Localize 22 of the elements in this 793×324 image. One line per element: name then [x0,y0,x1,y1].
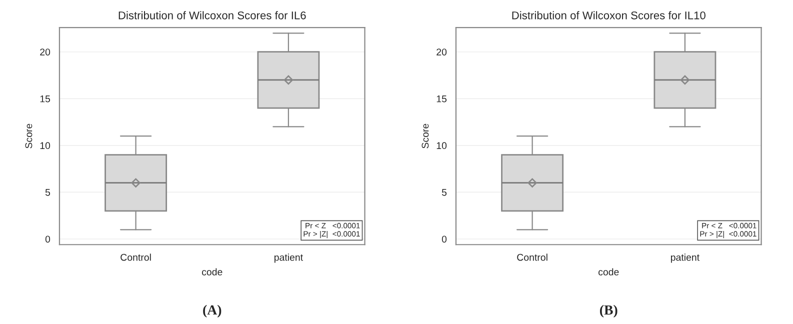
chart-title: Distribution of Wilcoxon Scores for IL10 [512,11,706,20]
x-axis-title: code [202,268,222,276]
x-tick-label: patient [274,254,303,263]
y-tick-label: 10 [40,142,50,150]
x-axis-title: code [598,268,619,276]
text: (A) [203,304,222,318]
y-axis-title: Score [422,124,429,148]
x-tick-label: Control [120,254,151,261]
y-tick-label: 5 [442,189,447,196]
y-tick-label: 20 [436,48,447,56]
y-tick-label: 0 [45,236,50,243]
x-tick-label: Control [517,254,548,261]
chart-title: Distribution of Wilcoxon Scores for IL6 [118,11,306,20]
y-tick-label: 0 [442,236,447,243]
y-axis-title: Score [25,124,32,148]
y-tick-label: 15 [40,95,50,102]
y-tick-label: 10 [436,142,447,150]
y-tick-label: 15 [436,95,447,102]
y-tick-label: 5 [45,189,50,196]
x-tick-label: patient [670,254,700,263]
text: (B) [600,304,618,318]
y-tick-label: 20 [40,48,50,56]
